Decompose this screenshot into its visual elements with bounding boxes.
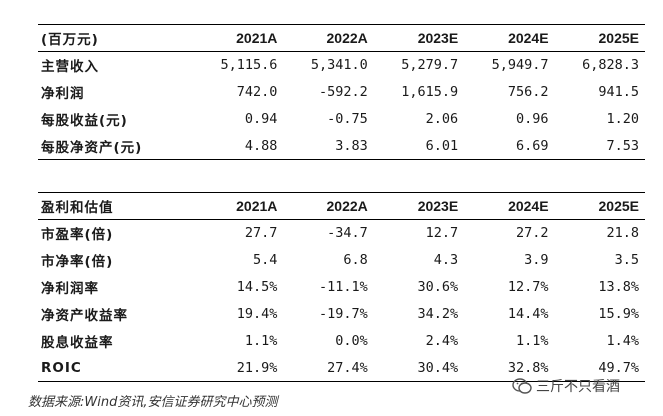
cell-value: 21.9% xyxy=(236,359,278,376)
cell-value: -592.2 xyxy=(319,84,368,100)
row-label: 主营收入 xyxy=(41,59,99,76)
cell-value: 2.06 xyxy=(425,111,459,127)
cell-value: 19.4% xyxy=(236,306,278,322)
cell-value: 5.4 xyxy=(253,252,278,268)
cell-value: 14.4% xyxy=(507,306,549,322)
cell-value: 30.6% xyxy=(417,279,459,295)
cell-value: -34.7 xyxy=(327,225,368,242)
financial-summary-table: (百万元) 2021A 2022A 2023E 2024E 2025E 主营收入… xyxy=(38,24,645,160)
header-year: 2023E xyxy=(417,30,459,46)
cell-value: 6.69 xyxy=(516,137,549,154)
cell-value: 12.7% xyxy=(507,279,549,295)
cell-value: 4.3 xyxy=(433,252,459,268)
table-row: 主营收入 5,115.6 5,341.0 5,279.7 5,949.7 6,8… xyxy=(38,52,645,79)
header-year: 2021A xyxy=(236,30,278,46)
cell-value: 6,828.3 xyxy=(582,57,639,74)
header-year: 2021A xyxy=(236,198,278,214)
cell-value: 5,341.0 xyxy=(310,57,368,74)
cell-value: 742.0 xyxy=(236,84,278,100)
row-label: 净利润 xyxy=(41,86,85,102)
header-year: 2022A xyxy=(326,198,368,214)
cell-value: 1,615.9 xyxy=(401,84,459,100)
cell-value: 1.1% xyxy=(244,333,278,349)
cell-value: 1.4% xyxy=(606,333,639,349)
table-header-row: (百万元) 2021A 2022A 2023E 2024E 2025E xyxy=(38,24,645,52)
table-row: 净利润 742.0 -592.2 1,615.9 756.2 941.5 xyxy=(38,79,645,106)
row-label: ROIC xyxy=(41,359,82,376)
cell-value: 2.4% xyxy=(425,333,459,349)
table-row: 每股净资产(元) 4.88 3.83 6.01 6.69 7.53 xyxy=(38,133,645,160)
cell-value: 14.5% xyxy=(236,279,278,295)
cell-value: 1.20 xyxy=(606,111,639,127)
cell-value: 0.94 xyxy=(244,111,278,127)
watermark-text: 三斤不只看酒 xyxy=(536,379,620,395)
cell-value: 12.7 xyxy=(425,225,459,242)
row-label: 净利润率 xyxy=(41,281,99,297)
table-row: 净利润率 14.5% -11.1% 30.6% 12.7% 13.8% xyxy=(38,274,645,301)
cell-value: 3.83 xyxy=(335,137,368,154)
header-year: 2024E xyxy=(508,30,549,46)
cell-value: 15.9% xyxy=(598,306,639,322)
watermark: 三斤不只看酒 xyxy=(512,376,620,396)
table-row: 市盈率(倍) 27.7 -34.7 12.7 27.2 21.8 xyxy=(38,220,645,247)
cell-value: 34.2% xyxy=(417,306,459,322)
cell-value: 27.4% xyxy=(327,359,368,376)
cell-value: -0.75 xyxy=(327,111,368,127)
cell-value: 7.53 xyxy=(606,137,639,154)
data-source-note: 数据来源:Wind资讯,安信证券研究中心预测 xyxy=(28,395,278,410)
table-row: 净资产收益率 19.4% -19.7% 34.2% 14.4% 15.9% xyxy=(38,301,645,328)
table-row: 每股收益(元) 0.94 -0.75 2.06 0.96 1.20 xyxy=(38,106,645,133)
header-year: 2025E xyxy=(598,198,639,214)
cell-value: 27.7 xyxy=(244,225,278,242)
row-label: 股息收益率 xyxy=(41,335,114,351)
cell-value: 1.1% xyxy=(516,333,549,349)
cell-value: 5,279.7 xyxy=(401,57,459,74)
row-label: 每股收益(元) xyxy=(41,113,128,129)
cell-value: 32.8% xyxy=(507,359,549,376)
cell-value: 5,115.6 xyxy=(220,57,278,74)
cell-value: 49.7% xyxy=(598,359,639,376)
cell-value: 0.0% xyxy=(335,333,368,349)
cell-value: 6.01 xyxy=(425,137,459,154)
header-year: 2023E xyxy=(417,198,459,214)
table-row: ROIC 21.9% 27.4% 30.4% 32.8% 49.7% xyxy=(38,355,645,382)
cell-value: 6.8 xyxy=(343,252,368,268)
cell-value: 3.5 xyxy=(614,252,639,268)
cell-value: 21.8 xyxy=(606,225,639,242)
cell-value: 13.8% xyxy=(598,279,639,295)
cell-value: 27.2 xyxy=(516,225,549,242)
header-label: 盈利和估值 xyxy=(41,200,114,216)
row-label: 市盈率(倍) xyxy=(41,227,114,244)
wechat-icon xyxy=(512,378,532,394)
valuation-table: 盈利和估值 2021A 2022A 2023E 2024E 2025E 市盈率(… xyxy=(38,192,645,382)
header-year: 2024E xyxy=(508,198,549,214)
row-label: 市净率(倍) xyxy=(41,254,114,270)
cell-value: 4.88 xyxy=(244,137,278,154)
header-year: 2025E xyxy=(598,30,639,46)
cell-value: 3.9 xyxy=(524,252,549,268)
cell-value: 30.4% xyxy=(417,359,459,376)
row-label: 净资产收益率 xyxy=(41,308,128,324)
cell-value: 941.5 xyxy=(598,84,639,100)
cell-value: 5,949.7 xyxy=(491,57,549,74)
row-label: 每股净资产(元) xyxy=(41,139,143,156)
cell-value: 756.2 xyxy=(507,84,549,100)
cell-value: -11.1% xyxy=(319,279,368,295)
table-row: 股息收益率 1.1% 0.0% 2.4% 1.1% 1.4% xyxy=(38,328,645,355)
table-header-row: 盈利和估值 2021A 2022A 2023E 2024E 2025E xyxy=(38,192,645,220)
table-row: 市净率(倍) 5.4 6.8 4.3 3.9 3.5 xyxy=(38,247,645,274)
header-year: 2022A xyxy=(326,30,368,46)
cell-value: 0.96 xyxy=(516,111,549,127)
header-label: (百万元) xyxy=(41,32,99,48)
cell-value: -19.7% xyxy=(319,306,368,322)
